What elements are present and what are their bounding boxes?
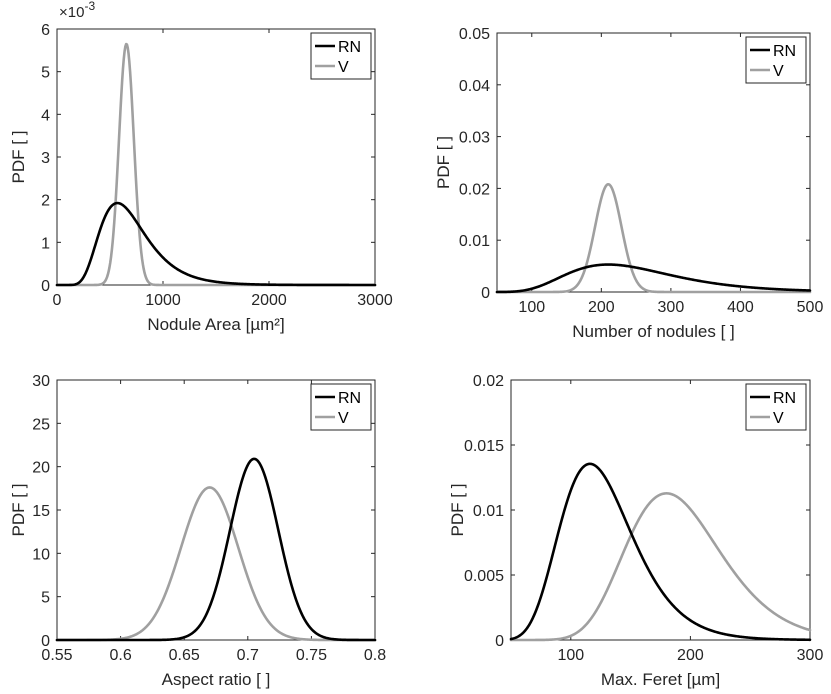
y-tick-label: 0.01 bbox=[473, 503, 504, 520]
x-axis-label: Number of nodules [ ] bbox=[572, 322, 735, 341]
legend-box bbox=[310, 383, 372, 431]
x-tick-label: 400 bbox=[727, 299, 754, 316]
y-tick-label: 0.02 bbox=[473, 373, 504, 390]
legend: RN V bbox=[310, 32, 372, 80]
legend-label-v: V bbox=[338, 410, 349, 427]
y-tick-label: 0.04 bbox=[459, 78, 490, 95]
y-tick-label: 0.01 bbox=[459, 233, 490, 250]
y-exponent-label: ×10-3 bbox=[59, 0, 95, 21]
legend-box bbox=[745, 383, 807, 431]
x-tick-label: 0 bbox=[53, 292, 62, 309]
y-tick-label: 0 bbox=[41, 633, 50, 650]
y-tick-label: 0 bbox=[495, 633, 504, 650]
chart-panel-3: 0.55 0.6 0.65 0.7 0.75 0.8 0 5 10 15 20 25 30 Aspect … bbox=[9, 373, 386, 689]
y-tick-label: 5 bbox=[41, 590, 50, 607]
series-line-rn bbox=[55, 201, 377, 287]
y-tick-label: 25 bbox=[32, 416, 50, 433]
chart-panel-1: 0 1000 2000 3000 0 1 2 3 4 5 6 ×10-3 Nodule Area [µm… bbox=[9, 0, 393, 334]
x-axis-label: Nodule Area [µm²] bbox=[147, 315, 284, 334]
series-line-rn bbox=[509, 462, 812, 642]
x-tick-label: 200 bbox=[677, 647, 704, 664]
x-tick-label: 200 bbox=[588, 299, 615, 316]
y-tick-label: 0.015 bbox=[464, 438, 504, 455]
x-tick-label: 2000 bbox=[251, 292, 287, 309]
x-tick-label: 1000 bbox=[145, 292, 181, 309]
legend-box bbox=[745, 36, 807, 84]
x-tick-label: 100 bbox=[518, 299, 545, 316]
y-tick-label: 0.05 bbox=[459, 26, 490, 43]
x-axis-label: Max. Feret [µm] bbox=[601, 670, 720, 689]
y-tick-label: 5 bbox=[41, 65, 50, 82]
y-tick-label: 0.02 bbox=[459, 181, 490, 198]
legend: RN V bbox=[310, 383, 372, 431]
legend: RN V bbox=[745, 36, 807, 84]
legend-label-rn: RN bbox=[338, 390, 361, 407]
x-tick-label: 0.75 bbox=[296, 647, 327, 664]
y-tick-label: 3 bbox=[41, 150, 50, 167]
series-line-v bbox=[55, 42, 377, 287]
legend-label-rn: RN bbox=[773, 390, 796, 407]
y-axis-label: PDF [ ] bbox=[9, 484, 28, 537]
series-line-rn bbox=[495, 263, 812, 294]
y-tick-label: 20 bbox=[32, 460, 50, 477]
chart-panel-4: 100 200 300 0 0.005 0.01 0.015 0.02 Max. Feret [… bbox=[448, 373, 823, 689]
series-line-v bbox=[509, 492, 812, 642]
y-tick-label: 1 bbox=[41, 235, 50, 252]
x-tick-label: 0.6 bbox=[109, 647, 131, 664]
x-tick-label: 0.65 bbox=[169, 647, 200, 664]
series-line-v bbox=[55, 486, 377, 642]
x-axis-label: Aspect ratio [ ] bbox=[162, 670, 271, 689]
y-axis-label: PDF [ ] bbox=[434, 136, 453, 189]
y-tick-label: 2 bbox=[41, 193, 50, 210]
y-tick-label: 0.03 bbox=[459, 130, 490, 147]
y-tick-label: 0.005 bbox=[464, 568, 504, 585]
x-tick-label: 300 bbox=[658, 299, 685, 316]
x-tick-label: 0.8 bbox=[364, 647, 386, 664]
legend-label-v: V bbox=[773, 63, 784, 80]
x-tick-label: 0.55 bbox=[41, 647, 72, 664]
legend-label-rn: RN bbox=[338, 39, 361, 56]
y-tick-label: 0 bbox=[41, 278, 50, 295]
legend: RN V bbox=[745, 383, 807, 431]
x-tick-label: 300 bbox=[797, 647, 824, 664]
y-tick-label: 0 bbox=[481, 285, 490, 302]
x-tick-label: 0.7 bbox=[237, 647, 259, 664]
y-axis-label: PDF [ ] bbox=[9, 131, 28, 184]
y-axis-label: PDF [ ] bbox=[448, 484, 467, 537]
y-tick-label: 6 bbox=[41, 22, 50, 39]
y-tick-label: 15 bbox=[32, 503, 50, 520]
x-tick-label: 500 bbox=[797, 299, 824, 316]
legend-label-rn: RN bbox=[773, 43, 796, 60]
legend-label-v: V bbox=[773, 410, 784, 427]
series-line-rn bbox=[55, 457, 377, 642]
chart-panel-2: 100 200 300 400 500 0 0.01 0.02 0.03 0.04 0.05 Numb… bbox=[434, 26, 823, 341]
legend-label-v: V bbox=[338, 59, 349, 76]
y-tick-label: 4 bbox=[41, 107, 50, 124]
legend-box bbox=[310, 32, 372, 80]
y-tick-label: 10 bbox=[32, 546, 50, 563]
y-tick-label: 30 bbox=[32, 373, 50, 390]
series-line-v bbox=[495, 182, 812, 294]
x-tick-label: 3000 bbox=[357, 292, 393, 309]
x-tick-label: 100 bbox=[557, 647, 584, 664]
